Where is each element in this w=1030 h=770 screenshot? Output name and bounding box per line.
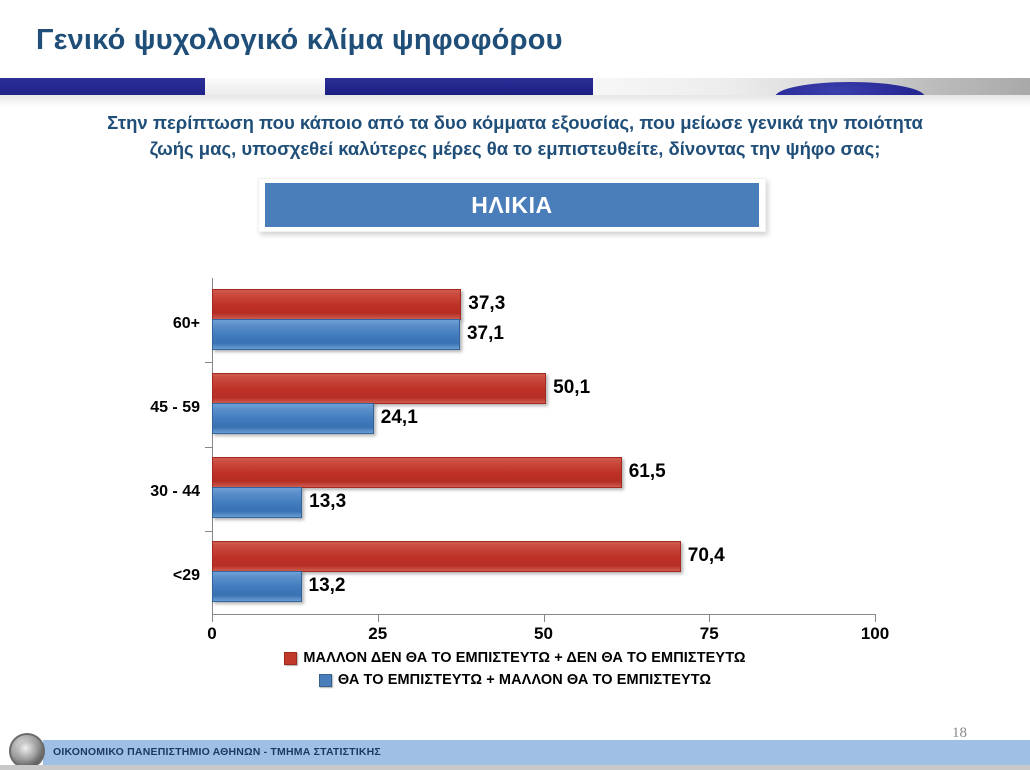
x-axis-line — [212, 614, 876, 615]
bar-value-label: 61,5 — [628, 461, 666, 483]
x-axis-tick — [709, 615, 711, 622]
bar-trust — [212, 402, 374, 434]
category-banner: ΗΛΙΚΙΑ — [258, 178, 766, 232]
bar-value-label: 24,1 — [380, 406, 418, 428]
bar-value-label: 70,4 — [687, 545, 725, 567]
footer-organization-label: ΟΙΚΟΝΟΜΙΚΟ ΠΑΝΕΠΙΣΤΗΜΙΟ ΑΘΗΝΩΝ - ΤΜΗΜΑ Σ… — [53, 746, 381, 758]
header-underglow — [0, 95, 1030, 107]
page-title: Γενικό ψυχολογικό κλίμα ψηφοφόρου — [36, 24, 563, 56]
university-seal-icon — [9, 733, 45, 769]
x-axis-tick-label: 25 — [368, 624, 388, 643]
question-line-2: ζωής μας, υποσχεθεί καλύτερες μέρες θα τ… — [149, 138, 881, 160]
category-banner-box: ΗΛΙΚΙΑ — [265, 183, 759, 227]
band-segment-navy-left — [0, 78, 205, 95]
band-segment-white-left — [205, 78, 325, 95]
bar-value-label: 37,3 — [468, 292, 506, 314]
y-axis-tick — [205, 530, 212, 532]
band-ellipse-accent — [775, 82, 925, 95]
legend-swatch-icon — [318, 673, 332, 687]
y-axis-tick — [205, 362, 212, 364]
y-axis-tick — [205, 446, 212, 448]
x-axis-tick-label: 0 — [207, 624, 217, 643]
x-axis-tick-label: 75 — [699, 624, 719, 643]
chart-legend: ΜΑΛΛΟΝ ΔΕΝ ΘΑ ΤΟ ΕΜΠΙΣΤΕΥΤΩ + ΔΕΝ ΘΑ ΤΟ … — [0, 650, 1030, 694]
question-line-1: Στην περίπτωση που κάποιο από τα δυο κόμ… — [107, 112, 923, 133]
university-seal-inner — [17, 741, 37, 761]
slide-bottom-edge — [0, 765, 1030, 770]
bar-chart: 0 25 50 75 100 <29 70,4 13,2 30 - 44 61,5 13,3 45 -… — [0, 262, 1030, 702]
bar-trust — [212, 487, 303, 519]
header-decorative-band — [0, 78, 1030, 95]
y-axis-line — [212, 278, 213, 615]
category-label: 30 - 44 — [150, 483, 200, 501]
footer-blue-bar — [43, 740, 1030, 765]
category-banner-label: ΗΛΙΚΙΑ — [471, 191, 553, 218]
bar-trust — [212, 571, 302, 603]
legend-swatch-icon — [284, 651, 298, 665]
x-axis-tick-label: 100 — [860, 624, 890, 643]
bar-distrust — [212, 541, 681, 573]
bar-value-label: 13,3 — [309, 491, 347, 513]
x-axis-tick — [377, 615, 379, 622]
bar-value-label: 50,1 — [553, 376, 591, 398]
x-axis-tick — [875, 615, 876, 622]
page-number: 18 — [952, 725, 967, 741]
legend-item[interactable]: ΘΑ ΤΟ ΕΜΠΙΣΤΕΥΤΩ + ΜΑΛΛΟΝ ΘΑ ΤΟ ΕΜΠΙΣΤΕΥ… — [0, 672, 1030, 688]
bar-distrust — [212, 372, 547, 404]
x-axis-tick-label: 50 — [534, 624, 553, 643]
bar-trust — [212, 318, 460, 350]
x-axis-tick — [543, 615, 545, 622]
bar-value-label: 37,1 — [466, 322, 504, 344]
category-label: 45 - 59 — [150, 398, 200, 416]
legend-item-label: ΜΑΛΛΟΝ ΔΕΝ ΘΑ ΤΟ ΕΜΠΙΣΤΕΥΤΩ + ΔΕΝ ΘΑ ΤΟ … — [303, 650, 746, 666]
category-label: 60+ — [172, 314, 200, 332]
bar-distrust — [212, 457, 622, 489]
question-text: Στην περίπτωση που κάποιο από τα δυο κόμ… — [50, 110, 980, 163]
bar-value-label: 13,2 — [308, 575, 346, 597]
x-axis-tick — [212, 615, 213, 622]
legend-item-label: ΘΑ ΤΟ ΕΜΠΙΣΤΕΥΤΩ + ΜΑΛΛΟΝ ΘΑ ΤΟ ΕΜΠΙΣΤΕΥ… — [337, 672, 712, 688]
band-segment-navy-center — [325, 78, 593, 95]
legend-item[interactable]: ΜΑΛΛΟΝ ΔΕΝ ΘΑ ΤΟ ΕΜΠΙΣΤΕΥΤΩ + ΔΕΝ ΘΑ ΤΟ … — [0, 650, 1030, 666]
bar-distrust — [212, 288, 462, 320]
category-label: <29 — [172, 567, 200, 585]
